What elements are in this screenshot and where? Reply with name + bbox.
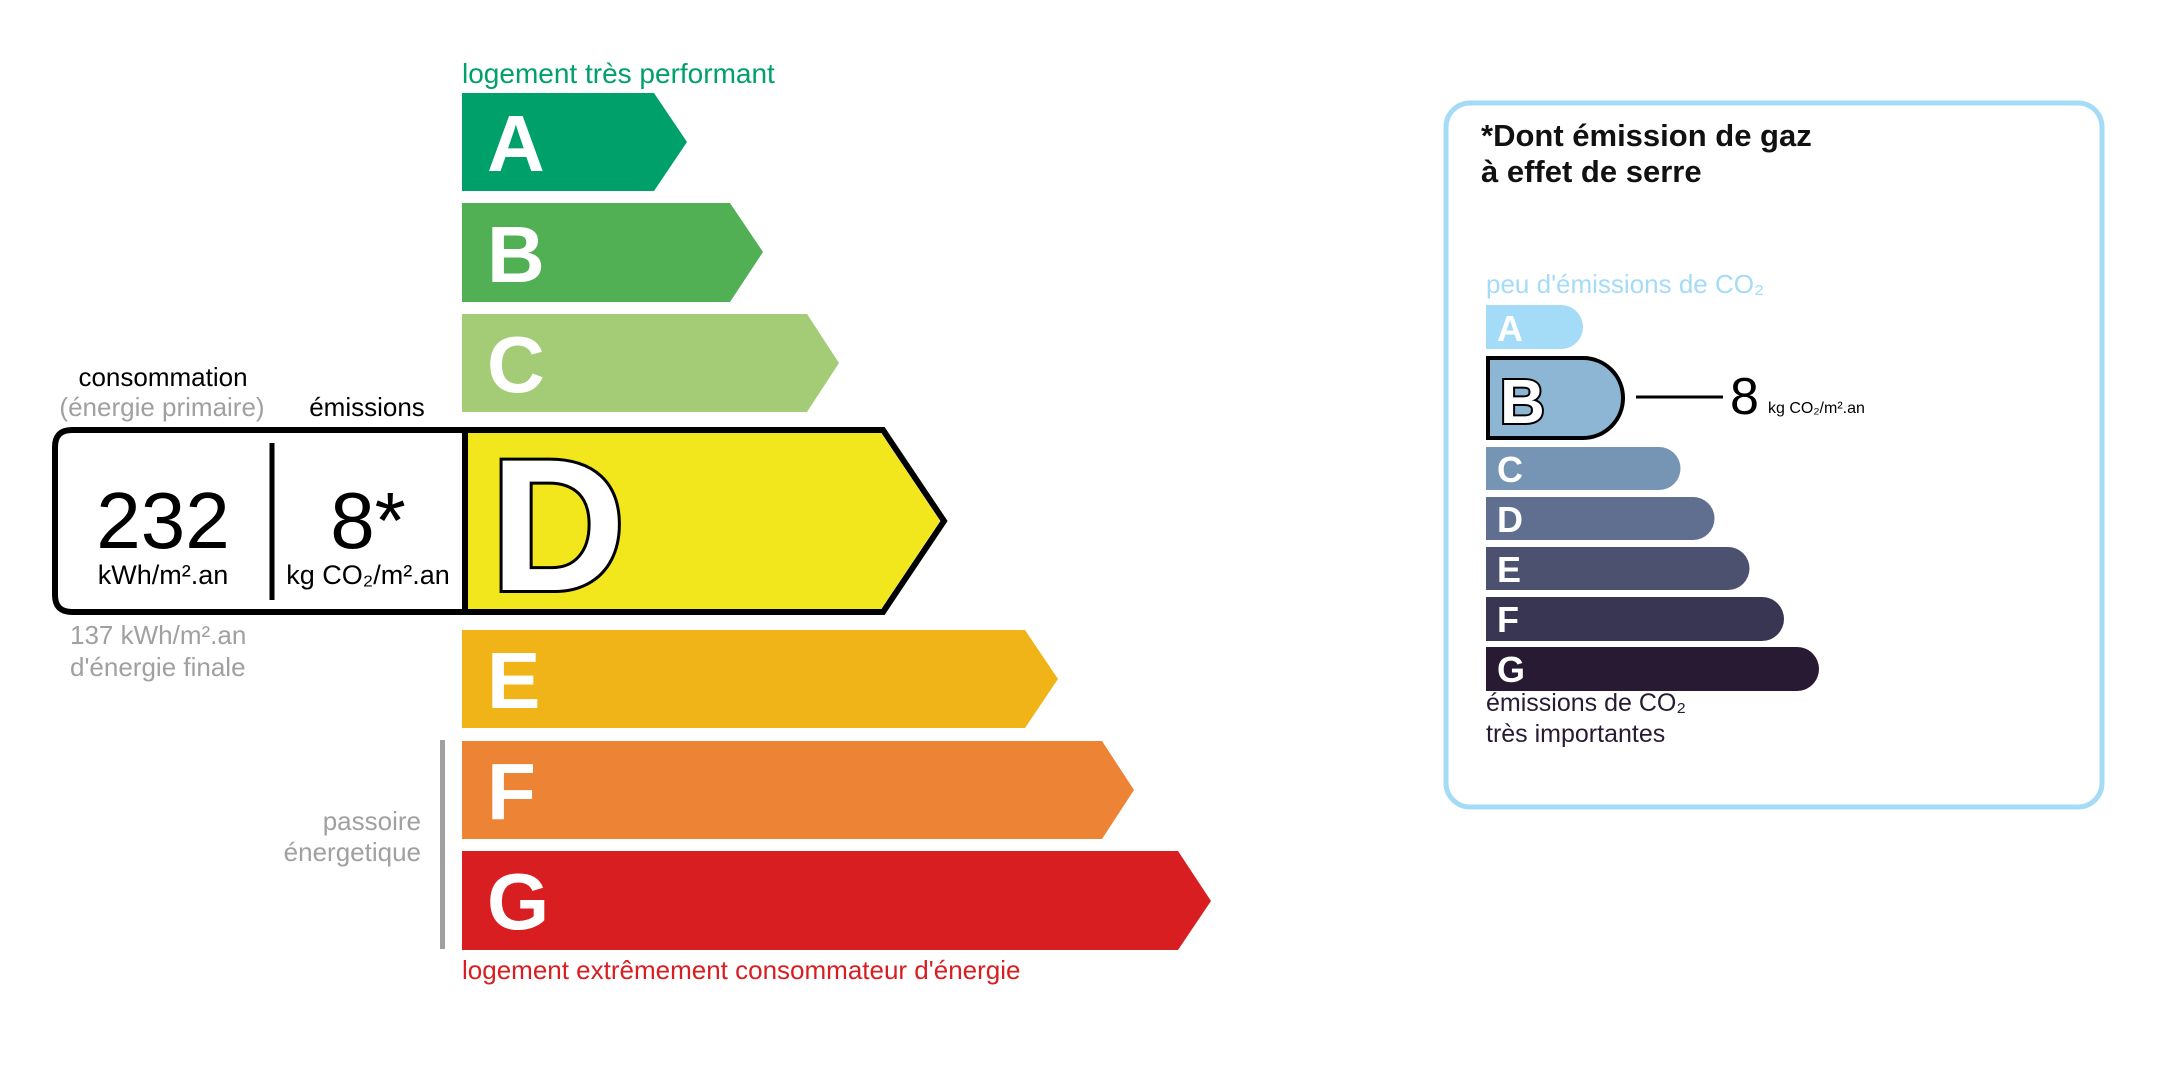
ges-letter-g: G	[1497, 649, 1525, 690]
ges-bottom-caption-2: très importantes	[1486, 720, 1665, 748]
ges-letter-f: F	[1497, 599, 1519, 640]
ges-bar-c	[1486, 447, 1681, 490]
ges-class-g: G	[1486, 647, 1819, 691]
ges-letter-d: D	[1497, 499, 1523, 540]
ges-class-d: D	[1486, 497, 1715, 540]
ges-bar-b	[1486, 356, 1625, 440]
energy-bar-c	[462, 314, 839, 412]
ges-letter-c: C	[1497, 449, 1523, 490]
ges-top-caption: peu d'émissions de CO₂	[1486, 269, 1764, 299]
energy-bar-a	[462, 93, 687, 191]
consumption-subheader: (énergie primaire)	[59, 392, 264, 422]
energy-letter-b: B	[487, 210, 545, 299]
ges-class-b-selected: B 8 kg CO₂/m².an	[1486, 356, 1865, 440]
energy-letter-a: A	[487, 99, 545, 188]
ges-title-1: *Dont émission de gaz	[1481, 118, 1812, 153]
energy-letter-d: D	[490, 420, 626, 630]
emissions-value: 8*	[330, 476, 406, 565]
energy-class-g: G	[462, 851, 1211, 950]
ges-bar-e	[1486, 547, 1750, 590]
ges-title-2: à effet de serre	[1481, 154, 1702, 189]
energy-bar-d	[465, 433, 940, 609]
energy-letter-c: C	[487, 320, 545, 409]
energy-letter-e: E	[487, 636, 540, 725]
emissions-header: émissions	[309, 392, 425, 422]
ges-letter-a: A	[1497, 308, 1523, 349]
ges-letter-e: E	[1497, 549, 1521, 590]
energy-letter-g: G	[487, 857, 549, 946]
final-energy-value: 137 kWh/m².an	[70, 620, 246, 650]
consumption-value: 232	[96, 476, 229, 565]
ges-bar-f	[1486, 597, 1784, 641]
energy-bar-f	[462, 741, 1134, 839]
ges-class-a: A	[1486, 305, 1583, 349]
energy-class-f: F	[462, 741, 1134, 839]
ges-bottom-caption-1: émissions de CO₂	[1486, 689, 1686, 717]
emissions-unit: kg CO₂/m².an	[286, 560, 450, 590]
energy-class-c: C	[462, 314, 839, 412]
energy-bar-e	[462, 630, 1058, 728]
top-caption: logement très performant	[462, 58, 775, 89]
ges-value: 8	[1730, 368, 1759, 426]
ges-class-e: E	[1486, 547, 1750, 590]
energy-letter-f: F	[487, 747, 536, 836]
passoire-bracket	[440, 740, 445, 949]
ges-bar-a	[1486, 305, 1583, 349]
ges-letter-b: B	[1500, 368, 1545, 437]
bottom-caption: logement extrêmement consommateur d'éner…	[462, 955, 1020, 985]
energy-bar-b	[462, 203, 763, 302]
energy-class-a: A	[462, 93, 687, 191]
ges-bar-d	[1486, 497, 1715, 540]
passoire-label-2: énergetique	[284, 837, 421, 867]
consumption-unit: kWh/m².an	[98, 560, 229, 590]
energy-class-d-selected: D 232 kWh/m².an 8* kg CO₂/m².an	[52, 417, 948, 633]
energy-bar-g	[462, 851, 1211, 950]
ges-unit: kg CO₂/m².an	[1768, 400, 1865, 417]
consumption-header: consommation	[78, 362, 247, 392]
ges-panel: *Dont émission de gaz à effet de serre p…	[1443, 100, 2105, 810]
ges-bar-g	[1486, 647, 1819, 691]
final-energy-label: d'énergie finale	[70, 652, 246, 682]
passoire-label-1: passoire	[323, 806, 421, 836]
energy-class-b: B	[462, 203, 763, 302]
ges-class-f: F	[1486, 597, 1784, 641]
ges-class-c: C	[1486, 447, 1681, 490]
energy-class-e: E	[462, 630, 1058, 728]
